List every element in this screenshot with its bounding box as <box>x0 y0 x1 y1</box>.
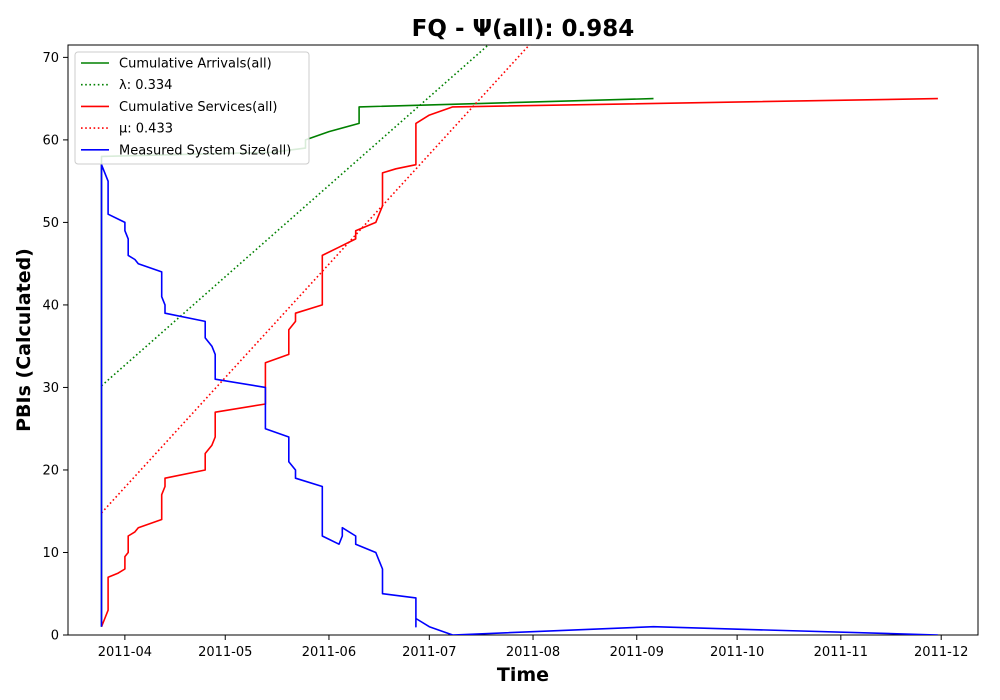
x-axis-title: Time <box>497 664 549 686</box>
y-axis-title: PBIs (Calculated) <box>13 248 35 432</box>
x-tick-label: 2011-09 <box>610 645 664 660</box>
x-tick-label: 2011-12 <box>914 645 968 660</box>
x-tick-label: 2011-08 <box>506 645 560 660</box>
y-tick-label: 40 <box>42 298 59 313</box>
x-tick-label: 2011-11 <box>814 645 868 660</box>
series-line-2 <box>100 97 938 627</box>
legend-label-3: μ: 0.433 <box>119 122 173 137</box>
legend-label-0: Cumulative Arrivals(all) <box>119 57 272 72</box>
y-tick-label: 50 <box>42 216 59 231</box>
series-line-1 <box>100 45 490 387</box>
x-tick-label: 2011-07 <box>402 645 456 660</box>
y-axis: 0 10 20 30 40 50 60 70 <box>42 51 68 644</box>
x-axis: 2011-04 2011-05 2011-06 2011-07 2011-08 2011-… <box>98 635 968 660</box>
x-tick-label: 2011-10 <box>710 645 764 660</box>
y-tick-label: 60 <box>42 133 59 148</box>
series-line-4 <box>100 163 938 635</box>
x-tick-label: 2011-04 <box>98 645 152 660</box>
legend-box <box>74 51 310 165</box>
legend-label-1: λ: 0.334 <box>119 78 172 93</box>
y-tick-label: 0 <box>51 629 59 644</box>
chart-title: FQ - Ψ(all): 0.984 <box>412 16 635 42</box>
series-line-3 <box>100 45 531 514</box>
x-tick-label: 2011-05 <box>198 645 252 660</box>
y-tick-label: 20 <box>42 463 59 478</box>
y-tick-label: 30 <box>42 381 59 396</box>
legend-label-2: Cumulative Services(all) <box>119 100 277 115</box>
legend: Cumulative Arrivals(all) λ: 0.334 Cumulati… <box>74 51 310 165</box>
y-tick-label: 10 <box>42 546 59 561</box>
x-tick-label: 2011-06 <box>302 645 356 660</box>
legend-label-4: Measured System Size(all) <box>119 143 291 158</box>
y-tick-label: 70 <box>42 51 59 66</box>
